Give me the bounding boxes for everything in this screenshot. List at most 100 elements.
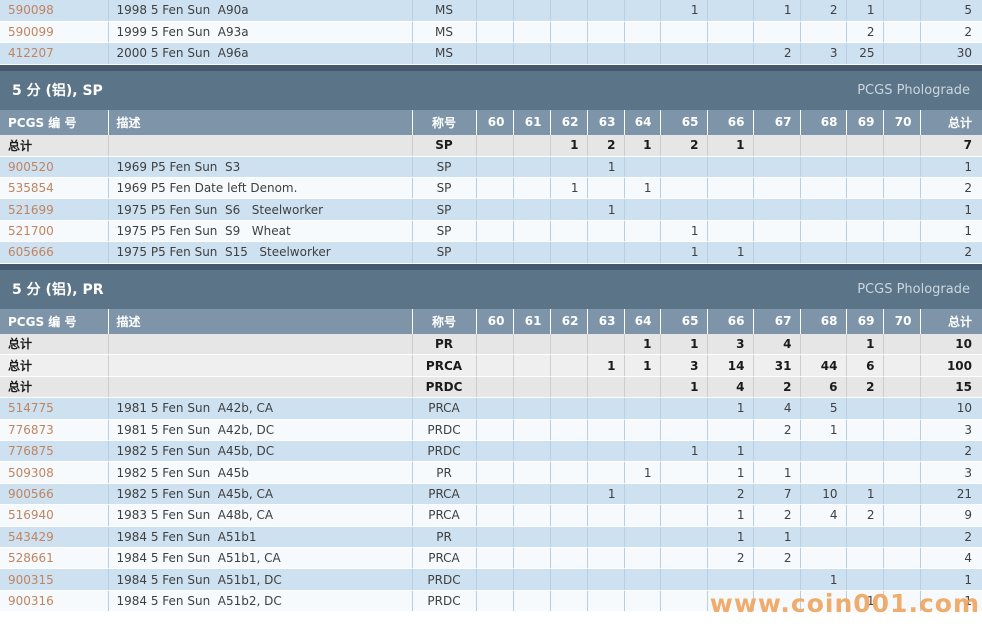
- grade-65-count: [660, 419, 708, 441]
- grade-69-count: [846, 156, 884, 178]
- designation: MS: [412, 42, 477, 65]
- pcgs-number-link[interactable]: 543429: [8, 529, 54, 544]
- pcgs-number-link[interactable]: 900315: [8, 572, 54, 587]
- grade-61-count: [513, 483, 551, 506]
- grade-63-count: 1: [587, 354, 625, 377]
- table-row: 528661 1984 5 Fen Sun A51b1, CA PRCA 2 2 4: [0, 547, 982, 570]
- pcgs-number-link[interactable]: 590098: [8, 3, 54, 18]
- row-total: 4: [920, 547, 982, 570]
- coin-description: 1975 P5 Fen Sun S15 Steelworker: [108, 241, 413, 264]
- grade-60-count: [476, 354, 514, 377]
- grade-60-count: [476, 333, 514, 356]
- grade-70-count: [883, 440, 921, 463]
- pcgs-number-link[interactable]: 776873: [8, 422, 54, 437]
- grade-70-count: [883, 547, 921, 570]
- coin-description: 1981 5 Fen Sun A42b, DC: [108, 419, 413, 441]
- grade-63-count: [587, 333, 625, 356]
- column-header-66: 66: [707, 109, 754, 135]
- grade-66-count: 14: [707, 354, 754, 377]
- pcgs-number-link[interactable]: 900316: [8, 593, 54, 608]
- pcgs-number-cell: 590099: [0, 21, 109, 44]
- grade-62-count: [550, 526, 588, 548]
- grade-67-count: 4: [753, 333, 801, 356]
- grade-65-count: [660, 526, 708, 548]
- pcgs-number-link[interactable]: 516940: [8, 508, 54, 523]
- table-row: 605666 1975 P5 Fen Sun S15 Steelworker SP 1…: [0, 241, 982, 264]
- grade-61-count: [513, 354, 551, 377]
- grade-62-count: [550, 333, 588, 356]
- grade-70-count: [883, 156, 921, 178]
- pcgs-number-link[interactable]: 900520: [8, 159, 54, 174]
- grade-67-count: 2: [753, 376, 801, 399]
- row-total: 100: [920, 354, 982, 377]
- grade-66-count: 2: [707, 547, 754, 570]
- column-header-61: 61: [513, 308, 551, 334]
- grade-62-count: 1: [550, 134, 588, 157]
- grade-63-count: [587, 419, 625, 441]
- column-header-65: 65: [660, 109, 708, 135]
- pcgs-number-link[interactable]: 509308: [8, 465, 54, 480]
- table-row: 900316 1984 5 Fen Sun A51b2, DC PRDC 1 1: [0, 590, 982, 613]
- pcgs-number-link[interactable]: 521700: [8, 223, 54, 238]
- row-total: 21: [920, 483, 982, 506]
- column-header-65: 65: [660, 308, 708, 334]
- grade-65-count: 2: [660, 134, 708, 157]
- pcgs-number-cell: 535854: [0, 177, 109, 200]
- section-title: 5 分 (铝), SP: [12, 83, 103, 100]
- pcgs-number-link[interactable]: 412207: [8, 46, 54, 61]
- pcgs-number-link[interactable]: 514775: [8, 401, 54, 416]
- coin-description: 1982 5 Fen Sun A45b: [108, 461, 413, 484]
- pcgs-number-cell: 776875: [0, 440, 109, 463]
- pcgs-number-link[interactable]: 776875: [8, 444, 54, 459]
- pcgs-number-cell: 900315: [0, 568, 109, 591]
- pcgs-number-cell: 590098: [0, 0, 109, 22]
- grade-67-count: [753, 241, 801, 264]
- grade-67-count: [753, 590, 801, 613]
- pcgs-number-cell: 900566: [0, 483, 109, 506]
- grade-60-count: [476, 461, 514, 484]
- grade-63-count: [587, 568, 625, 591]
- grade-63-count: [587, 177, 625, 200]
- column-header-total: 总计: [947, 314, 972, 329]
- column-header-63: 63: [587, 109, 625, 135]
- designation: PRCA: [412, 483, 477, 506]
- coin-description: 1984 5 Fen Sun A51b1: [108, 526, 413, 548]
- section-header-pr: 5 分 (铝), PR PCGS Pholograde: [0, 263, 982, 309]
- column-header-64: 64: [624, 109, 661, 135]
- grade-65-count: [660, 504, 708, 527]
- pcgs-number-link[interactable]: 535854: [8, 181, 54, 196]
- ms-table-continued: 590098 1998 5 Fen Sun A90a MS 1 1 2 1 5 590099 19…: [0, 0, 982, 65]
- grade-61-count: [513, 419, 551, 441]
- grade-64-count: 1: [624, 333, 661, 356]
- grade-62-count: [550, 590, 588, 613]
- grade-68-count: 4: [800, 504, 847, 527]
- grade-62-count: [550, 547, 588, 570]
- grade-66-count: 1: [707, 440, 754, 463]
- grade-65-count: 1: [660, 220, 708, 243]
- grade-63-count: [587, 220, 625, 243]
- grade-68-count: [800, 333, 847, 356]
- grade-70-count: [883, 483, 921, 506]
- pcgs-number-link[interactable]: 521699: [8, 202, 54, 217]
- grade-66-count: 1: [707, 134, 754, 157]
- pcgs-number-link[interactable]: 528661: [8, 551, 54, 566]
- table-header-row: PCGS 编 号描述 称号 60 61 62 63 64 65 66 67 68 69 70 总计: [0, 109, 982, 135]
- row-total: 15: [920, 376, 982, 399]
- grade-65-count: [660, 198, 708, 221]
- grade-63-count: [587, 440, 625, 463]
- pcgs-number-link[interactable]: 590099: [8, 25, 54, 40]
- total-row: 总计 PR 1 1 3 4 1 10: [0, 333, 982, 356]
- table-row: 543429 1984 5 Fen Sun A51b1 PR 1 1 2: [0, 526, 982, 548]
- grade-63-count: [587, 504, 625, 527]
- grade-68-count: 10: [800, 483, 847, 506]
- coin-description: 1969 P5 Fen Date left Denom.: [108, 177, 413, 200]
- grade-63-count: 2: [587, 134, 625, 157]
- coin-description: 1975 P5 Fen Sun S6 Steelworker: [108, 198, 413, 221]
- grade-60-count: [476, 419, 514, 441]
- pcgs-number-link[interactable]: 605666: [8, 245, 54, 260]
- pcgs-number-link[interactable]: 900566: [8, 486, 54, 501]
- grade-61-count: [513, 134, 551, 157]
- grade-65-count: 1: [660, 241, 708, 264]
- grade-60-count: [476, 0, 514, 22]
- designation: SP: [412, 241, 477, 264]
